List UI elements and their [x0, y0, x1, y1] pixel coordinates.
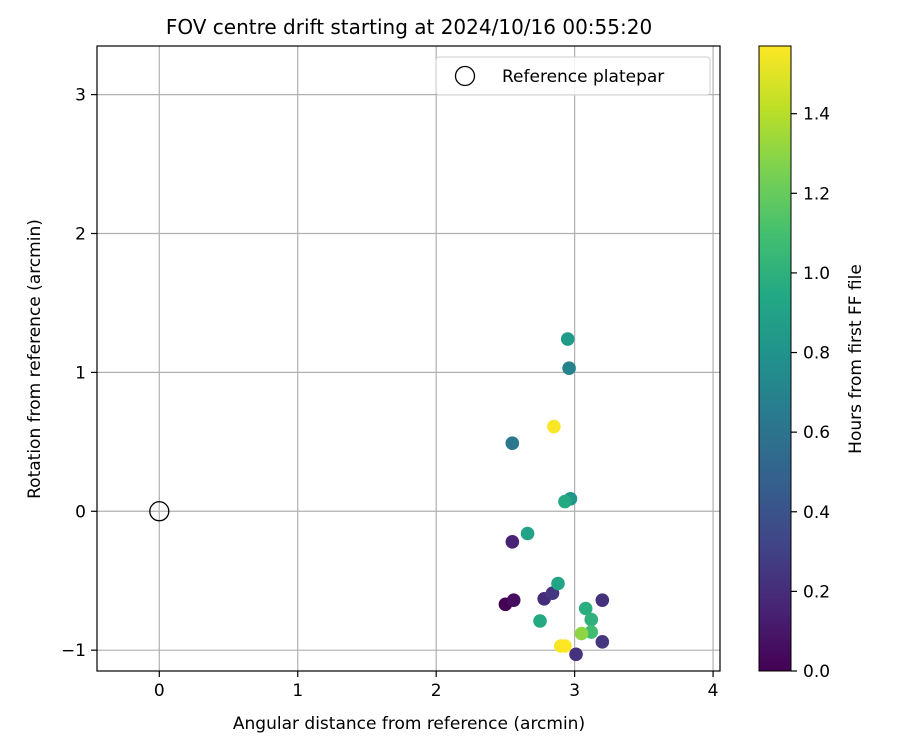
plot-frame	[96, 45, 721, 672]
data-point	[558, 639, 572, 653]
data-point	[506, 593, 521, 607]
colorbar-tick-label: 1.0	[803, 264, 830, 284]
y-tick-label: 1	[75, 363, 86, 383]
legend-label: Reference platepar	[502, 67, 664, 87]
colorbar-tick-label: 0.6	[803, 423, 830, 443]
data-point	[505, 436, 520, 451]
y-tick-label: −1	[61, 641, 86, 661]
data-point	[574, 626, 589, 641]
data-point	[547, 419, 561, 434]
data-point	[558, 494, 572, 509]
data-point	[595, 593, 610, 607]
data-point	[569, 647, 583, 662]
legend-marker	[454, 65, 476, 87]
y-axis-label: Rotation from reference (arcmin)	[25, 219, 45, 499]
colorbar-tick-label: 0.4	[803, 503, 830, 523]
x-axis-ticks: 0 1 2 3 4	[154, 671, 719, 701]
chart-title: FOV centre drift starting at 2024/10/16 …	[166, 15, 652, 39]
colorbar-tick-label: 0.0	[803, 662, 830, 682]
colorbar-tick-label: 1.4	[803, 105, 830, 125]
data-point	[520, 526, 535, 541]
colorbar-tick-label: 0.2	[803, 582, 830, 602]
y-tick-label: 3	[75, 86, 86, 106]
y-tick-label: 0	[75, 502, 86, 522]
colorbar-label: Hours from first FF file	[846, 264, 866, 454]
legend: Reference platepar	[435, 56, 711, 96]
data-point	[562, 361, 576, 376]
data-point	[595, 635, 610, 649]
data-points	[149, 332, 610, 662]
y-tick-label: 2	[75, 225, 86, 245]
data-point	[578, 601, 593, 616]
data-point	[560, 332, 575, 346]
data-point	[584, 612, 599, 627]
colorbar-gradient	[758, 45, 792, 672]
x-tick-label: 2	[431, 681, 442, 701]
reference-marker	[149, 501, 170, 522]
x-tick-label: 0	[154, 681, 165, 701]
data-point	[533, 614, 547, 628]
colorbar-tick-label: 1.2	[803, 184, 830, 204]
colorbar-tick-label: 0.8	[803, 344, 830, 364]
data-point	[551, 576, 565, 591]
y-axis-ticks: −1 0 1 2 3	[61, 86, 97, 661]
grid	[97, 46, 720, 671]
x-tick-label: 4	[708, 681, 719, 701]
data-point	[505, 535, 520, 549]
legend-box	[435, 56, 711, 96]
colorbar-ticks: 0.0 0.2 0.4 0.6 0.8 1.0 1.2 1.4	[791, 105, 830, 682]
x-tick-label: 1	[292, 681, 303, 701]
colorbar: 0.0 0.2 0.4 0.6 0.8 1.0 1.2 1.4 Hours from firs…	[758, 45, 866, 682]
x-tick-label: 3	[569, 681, 580, 701]
x-axis-label: Angular distance from reference (arcmin)	[233, 714, 585, 734]
